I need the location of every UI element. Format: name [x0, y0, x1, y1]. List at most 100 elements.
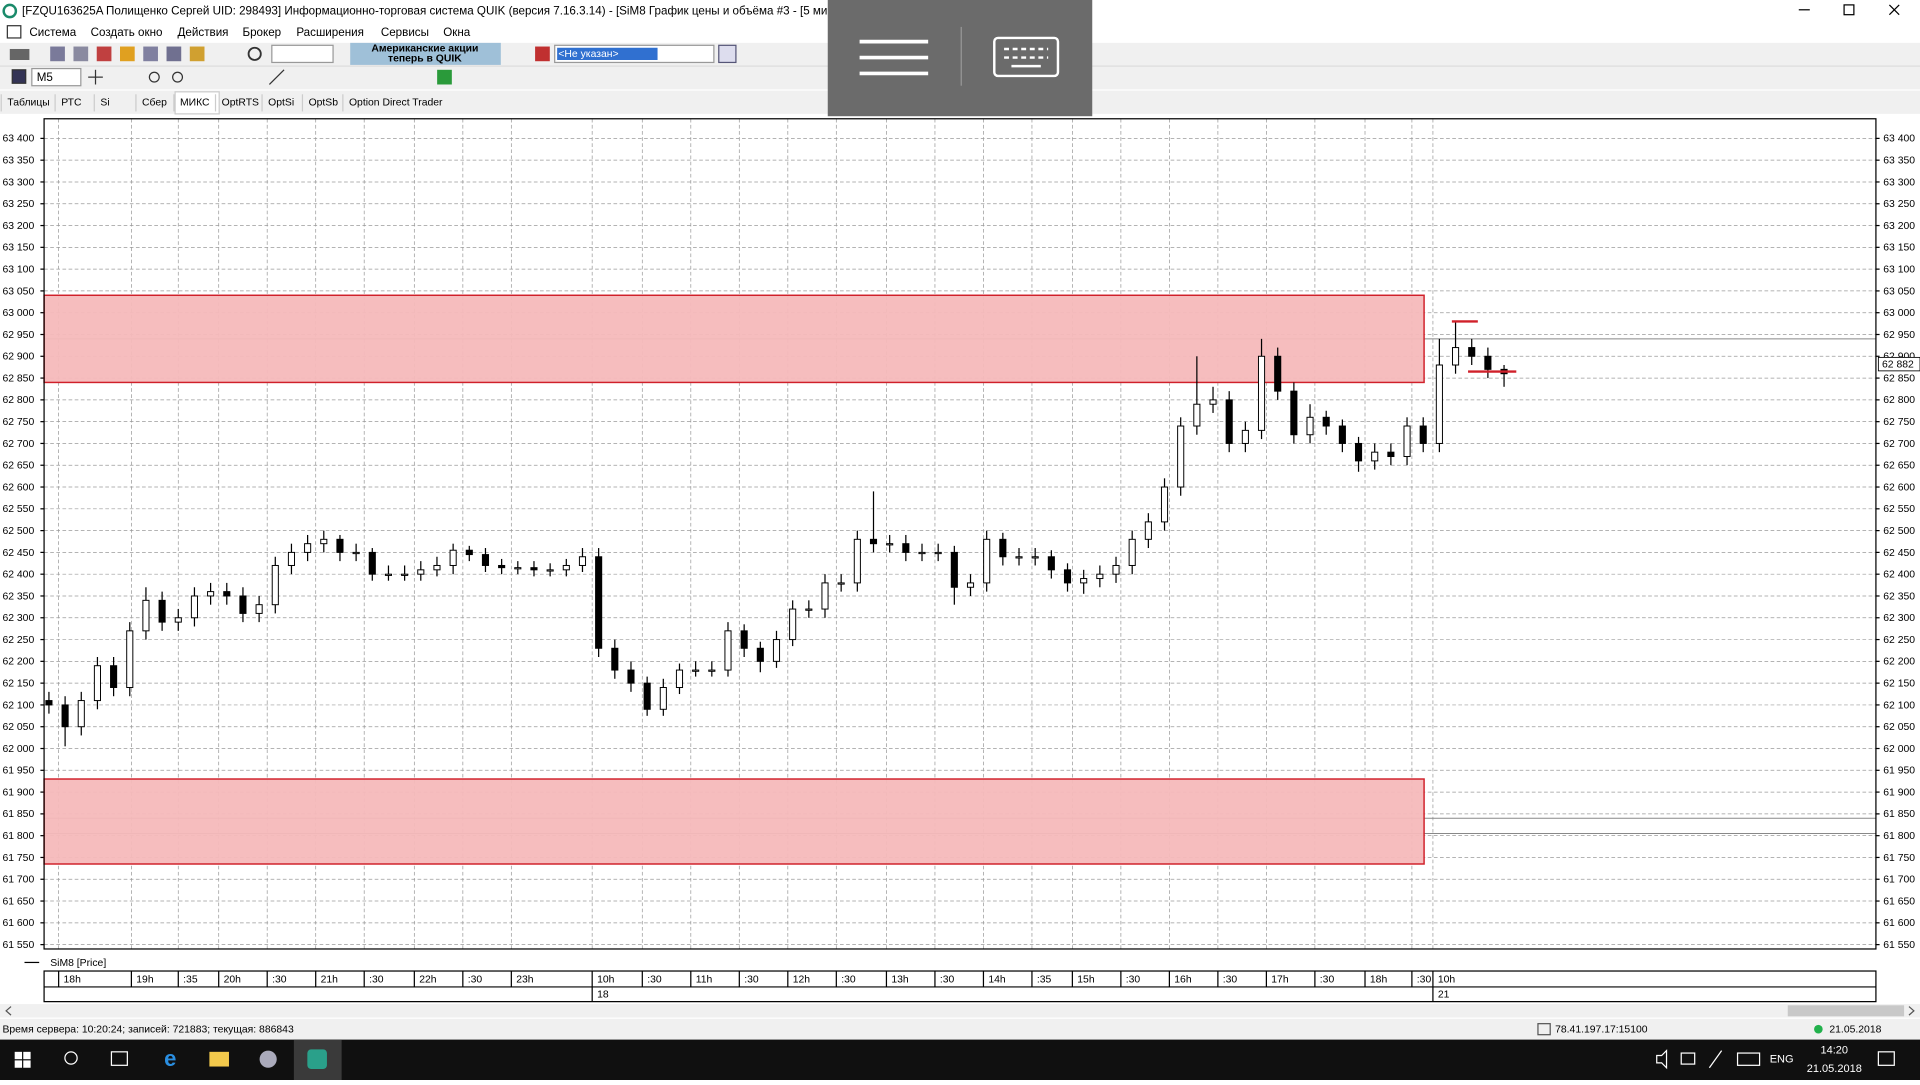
candle-body — [675, 669, 684, 688]
y-tick-label: 62 600 — [2, 482, 34, 493]
candle-body — [1015, 556, 1023, 559]
last-price-box — [1877, 356, 1920, 372]
candle-body — [336, 538, 344, 553]
y-tick-label: 63 250 — [1883, 199, 1915, 210]
y-tick-label: 62 200 — [1883, 657, 1915, 668]
x-tick-label: :30 — [1223, 974, 1238, 985]
tab[interactable]: OptSb — [309, 98, 339, 109]
x-tick-label: 11h — [696, 974, 713, 985]
y-tick-label: 62 300 — [1883, 613, 1915, 624]
scrollbar[interactable] — [0, 1004, 1920, 1018]
y-tick-label: 62 550 — [2, 504, 34, 515]
keyboard-button[interactable] — [993, 36, 1060, 78]
clock-time[interactable]: 14:20 — [1820, 1045, 1848, 1057]
y-tick-label: 63 400 — [1883, 134, 1915, 145]
explorer-icon[interactable] — [209, 1051, 229, 1067]
candle-body — [465, 549, 473, 556]
x-tick-label: :30 — [468, 974, 483, 985]
chart-tools[interactable] — [11, 69, 452, 85]
tab[interactable]: МИКС — [180, 98, 210, 109]
candle-body — [837, 582, 845, 585]
clock-date[interactable]: 21.05.2018 — [1807, 1063, 1862, 1075]
scroll-thumb[interactable] — [1787, 1005, 1905, 1017]
menu-button[interactable] — [859, 39, 929, 76]
menu-item[interactable]: Брокер — [242, 26, 281, 39]
candle-body — [449, 549, 457, 566]
x-tick-label: :30 — [1126, 974, 1141, 985]
y-tick-label: 61 650 — [2, 896, 34, 907]
candle-body — [983, 538, 991, 584]
candle-body — [627, 669, 635, 684]
y-tick-label: 62 850 — [2, 373, 34, 384]
candle-body — [740, 630, 748, 649]
y-tick-label: 63 350 — [1883, 156, 1915, 167]
candle-body — [1080, 578, 1088, 584]
candle-body — [611, 647, 619, 671]
y-tick-label: 63 300 — [2, 177, 34, 188]
y-tick-label: 62 700 — [2, 439, 34, 450]
menu-item[interactable]: Система — [29, 26, 76, 39]
scroll-arrows[interactable] — [5, 1006, 1915, 1016]
start-button[interactable] — [14, 1051, 31, 1068]
tray-icons[interactable] — [1656, 1049, 1895, 1070]
y-tick-label: 62 900 — [2, 352, 34, 363]
y-tick-label: 61 700 — [1883, 875, 1915, 886]
y-tick-label: 62 150 — [1883, 679, 1915, 690]
candle-body — [255, 604, 263, 614]
candle-body — [1435, 364, 1443, 444]
account-value: <Не указан> — [558, 49, 618, 60]
y-tick-label: 63 100 — [1883, 264, 1915, 275]
y-tick-label: 62 450 — [1883, 548, 1915, 559]
search-button[interactable] — [64, 1051, 78, 1065]
x-tick-label: 18h — [64, 974, 82, 985]
candle-body — [821, 582, 829, 610]
candle-body — [481, 554, 490, 566]
menu-item[interactable]: Сервисы — [381, 26, 429, 39]
candle-body — [45, 700, 53, 706]
candle-body — [708, 669, 716, 672]
candle-body — [659, 687, 667, 710]
candle-body — [1225, 399, 1233, 444]
tab[interactable]: Option Direct Trader — [349, 98, 443, 109]
ie-icon[interactable]: e — [164, 1046, 176, 1071]
app-icon[interactable] — [259, 1050, 277, 1068]
tab[interactable]: OptSi — [268, 98, 294, 109]
menu-item[interactable]: Расширения — [296, 26, 364, 39]
x-tick-label: :30 — [1417, 974, 1432, 985]
candle-body — [239, 595, 247, 614]
connection-indicator — [1814, 1024, 1823, 1034]
candle-body — [1403, 425, 1411, 458]
candle-body — [126, 630, 134, 688]
y-tick-label: 62 350 — [1883, 591, 1915, 602]
y-tick-label: 62 650 — [2, 461, 34, 472]
candle-body — [950, 551, 958, 588]
y-tick-label: 61 750 — [2, 853, 34, 864]
menu-item[interactable]: Создать окно — [91, 26, 163, 39]
candle-body — [1468, 347, 1476, 357]
toolbar-icons[interactable] — [9, 44, 737, 64]
tab[interactable]: Таблицы — [7, 97, 49, 109]
candle-body — [1354, 442, 1363, 462]
task-view[interactable] — [110, 1051, 128, 1066]
candle-body — [1193, 403, 1201, 427]
y-tick-label: 63 400 — [2, 134, 34, 145]
menu-item[interactable]: Действия — [178, 26, 229, 39]
language[interactable]: ENG — [1770, 1054, 1794, 1066]
candle-body — [1306, 416, 1314, 436]
tab[interactable]: OptRTS — [222, 98, 259, 109]
banner[interactable] — [350, 42, 501, 65]
plot-frame — [43, 118, 1877, 950]
tab[interactable]: Si — [100, 98, 109, 109]
quik-icon — [307, 1049, 327, 1069]
y-tick-label: 62 100 — [2, 700, 34, 711]
x-tick-label: 15h — [1077, 974, 1095, 985]
interval-select[interactable] — [31, 67, 82, 87]
app-icon — [2, 3, 18, 19]
tab[interactable]: РТС — [61, 98, 82, 109]
tab[interactable]: Сбер — [142, 97, 167, 109]
y-tick-label: 62 050 — [1883, 722, 1915, 733]
candle-body — [110, 665, 118, 688]
y-tick-label: 62 400 — [2, 570, 34, 581]
y-tick-label: 62 750 — [2, 417, 34, 428]
menu-item[interactable]: Окна — [443, 26, 471, 39]
